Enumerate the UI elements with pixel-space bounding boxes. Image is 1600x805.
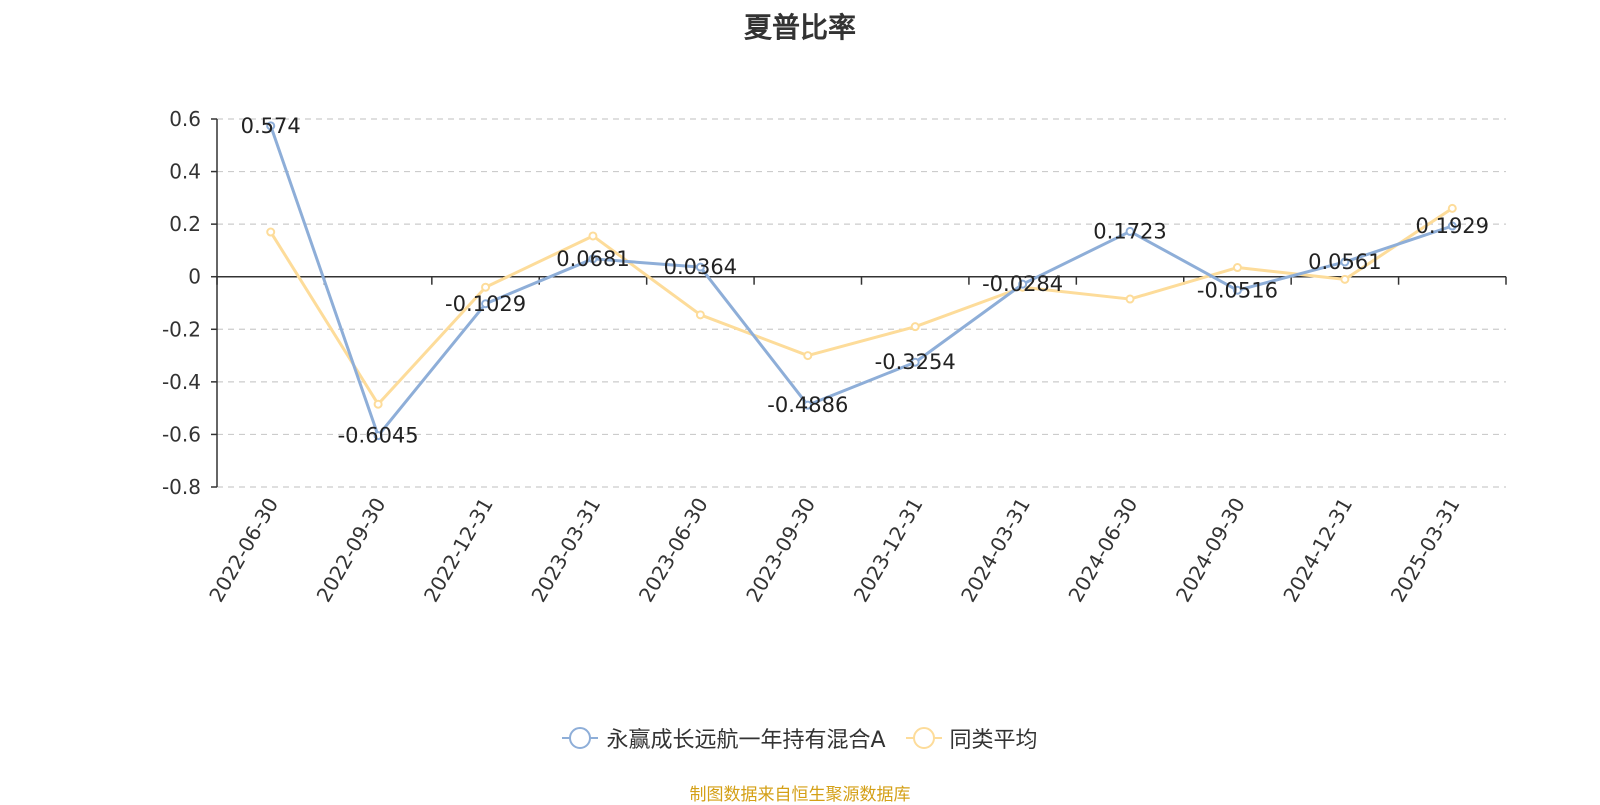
- x-tick-label: 2023-03-31: [526, 494, 605, 607]
- legend-swatch-series-2: [905, 726, 942, 750]
- series-layer: [266, 121, 1457, 441]
- chart-title: 夏普比率: [743, 11, 856, 44]
- x-tick-label: 2024-12-31: [1278, 494, 1357, 607]
- series-1-point[interactable]: [695, 262, 705, 272]
- legend: 永赢成长远航一年持有混合A 同类平均: [0, 722, 1600, 754]
- x-tick-label: 2022-12-31: [419, 493, 498, 606]
- series-2-point[interactable]: [910, 322, 920, 332]
- series-2-point[interactable]: [481, 282, 491, 292]
- data-label: -0.3254: [875, 350, 956, 374]
- series-1-point[interactable]: [803, 400, 813, 410]
- x-tick-label: 2024-03-31: [956, 494, 1035, 607]
- label-layer: 0.574 -0.6045 -0.1029 0.0681 0.0364 -0.4886 -0…: [241, 114, 1489, 448]
- legend-label-series-2: 同类平均: [949, 728, 1038, 753]
- data-label: -0.0516: [1197, 278, 1278, 302]
- x-tick-label: 2025-03-31: [1386, 494, 1465, 607]
- series-2-point[interactable]: [588, 231, 598, 241]
- data-label: -0.4886: [767, 393, 848, 417]
- y-tick-label: -0.6: [162, 422, 201, 446]
- data-label: -0.6045: [338, 424, 419, 448]
- x-tick-label: 2023-06-30: [634, 494, 713, 607]
- y-tick-label: 0.4: [169, 160, 201, 184]
- series-1-point[interactable]: [373, 431, 383, 441]
- x-tick-label: 2024-06-30: [1063, 494, 1142, 607]
- x-tick-label: 2022-06-30: [204, 494, 283, 607]
- y-tick-label: 0.6: [169, 107, 201, 131]
- series-2-point[interactable]: [266, 227, 276, 237]
- legend-item-series-1[interactable]: 永赢成长远航一年持有混合A: [562, 722, 886, 754]
- legend-swatch-series-1: [562, 726, 599, 750]
- y-tick-label: -0.4: [162, 370, 201, 394]
- x-tick-label: 2023-09-30: [741, 494, 820, 607]
- data-label: 0.0681: [556, 247, 629, 271]
- series-2-point[interactable]: [1340, 274, 1350, 284]
- series-line-1: [269, 125, 1453, 438]
- data-label: 0.0364: [664, 255, 737, 279]
- y-tick-label: 0: [188, 265, 201, 289]
- x-tick-label: 2022-09-30: [312, 494, 391, 607]
- grid-layer: [217, 118, 1506, 488]
- series-2-point[interactable]: [1125, 294, 1135, 304]
- series-2-point[interactable]: [695, 310, 705, 320]
- series-1-point[interactable]: [910, 357, 920, 367]
- data-label: 0.1929: [1416, 214, 1489, 238]
- x-tick-label: 2024-09-30: [1171, 494, 1250, 607]
- data-label: 0.574: [241, 114, 301, 138]
- data-label: -0.0284: [982, 272, 1063, 296]
- series-1-point[interactable]: [1232, 285, 1242, 295]
- series-2-point[interactable]: [803, 351, 813, 361]
- series-1-point[interactable]: [481, 299, 491, 309]
- legend-label-series-1: 永赢成长远航一年持有混合A: [606, 728, 886, 753]
- series-1-point[interactable]: [1340, 257, 1350, 267]
- series-2-point[interactable]: [1232, 263, 1242, 273]
- series-1-point[interactable]: [1447, 221, 1457, 231]
- y-tick-label: 0.2: [169, 212, 201, 236]
- series-1-point[interactable]: [1018, 279, 1028, 289]
- y-tick-label: -0.8: [162, 475, 201, 499]
- legend-item-series-2[interactable]: 同类平均: [905, 722, 1038, 754]
- series-line-2: [269, 207, 1454, 406]
- series-1-point[interactable]: [1125, 226, 1135, 236]
- series-1-point[interactable]: [588, 254, 598, 264]
- series-2-point[interactable]: [1447, 203, 1457, 213]
- data-label: 0.1723: [1093, 219, 1166, 243]
- source-note: 制图数据来自恒生聚源数据库: [689, 785, 911, 805]
- series-2-point[interactable]: [373, 399, 383, 409]
- y-tick-label: -0.2: [162, 317, 201, 341]
- series-1-point[interactable]: [266, 121, 276, 131]
- data-label: 0.0561: [1308, 250, 1381, 274]
- x-tick-label: 2023-12-31: [849, 493, 928, 606]
- data-label: -0.1029: [445, 292, 526, 316]
